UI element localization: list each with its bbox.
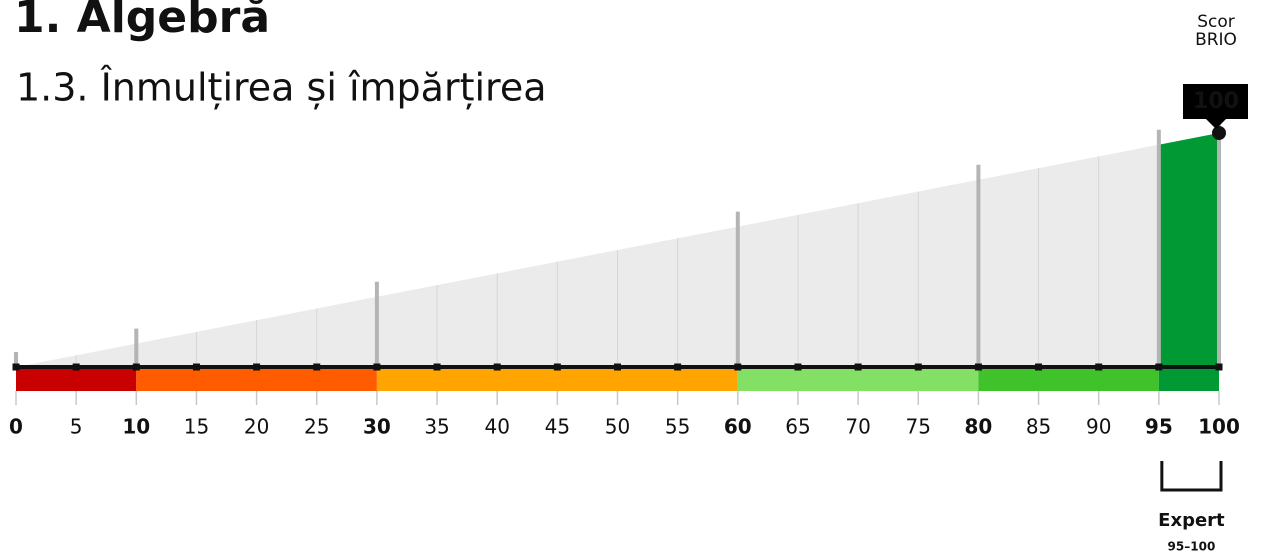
tick-marker — [72, 363, 80, 371]
tick-marker — [974, 363, 982, 371]
x-tick-label: 10 — [122, 415, 150, 439]
band — [737, 369, 979, 391]
x-tick-label: 60 — [724, 415, 752, 439]
tick-marker — [1095, 363, 1103, 371]
tick-marker — [1155, 363, 1163, 371]
band — [376, 369, 738, 391]
chart-title: 1. Algebră — [14, 0, 270, 43]
tick-marker — [1215, 363, 1223, 371]
tick-marker — [253, 363, 261, 371]
tick-marker — [192, 363, 200, 371]
x-tick-label: 100 — [1198, 415, 1240, 439]
x-tick-label: 70 — [845, 415, 870, 439]
tick-marker — [734, 363, 742, 371]
level-range: 95–100 — [1168, 540, 1216, 554]
tick-marker — [854, 363, 862, 371]
tick-marker — [313, 363, 321, 371]
x-tick-label: 90 — [1086, 415, 1111, 439]
band — [16, 369, 137, 391]
x-tick-label: 65 — [785, 415, 810, 439]
tick-marker — [674, 363, 682, 371]
x-tick-label: 0 — [9, 415, 23, 439]
x-tick-label: 80 — [964, 415, 992, 439]
x-tick-label: 50 — [605, 415, 630, 439]
x-tick-label: 40 — [484, 415, 509, 439]
score-area — [1158, 133, 1219, 367]
tick-marker — [433, 363, 441, 371]
chart-subtitle: 1.3. Înmulțirea și împărțirea — [16, 66, 546, 110]
band — [1158, 369, 1219, 391]
tick-marker — [614, 363, 621, 371]
x-tick-label: 75 — [906, 415, 931, 439]
x-tick-label: 25 — [304, 415, 329, 439]
x-tick-label: 30 — [363, 415, 391, 439]
x-tick-label: 35 — [424, 415, 449, 439]
level-name: Expert — [1158, 510, 1225, 531]
tick-marker — [1035, 363, 1043, 371]
tick-marker — [794, 363, 802, 371]
score-label: Scor — [1197, 12, 1235, 32]
level-bracket — [1160, 461, 1223, 492]
tick-marker — [132, 363, 140, 371]
score-value: 100 — [1193, 89, 1239, 114]
score-callout — [1183, 84, 1248, 129]
tick-marker — [12, 363, 20, 371]
tick-marker — [553, 363, 561, 371]
x-tick-label: 20 — [244, 415, 269, 439]
x-tick-label: 55 — [665, 415, 690, 439]
band — [136, 369, 377, 391]
tick-marker — [373, 363, 381, 371]
tick-marker — [493, 363, 501, 371]
x-tick-label: 45 — [545, 415, 570, 439]
x-tick-label: 95 — [1145, 415, 1173, 439]
x-tick-label: 15 — [184, 415, 209, 439]
x-tick-label: 5 — [70, 415, 83, 439]
score-marker — [1212, 126, 1226, 140]
x-tick-label: 85 — [1026, 415, 1051, 439]
tick-marker — [914, 363, 922, 371]
score-label: BRIO — [1195, 30, 1237, 50]
band — [978, 369, 1159, 391]
